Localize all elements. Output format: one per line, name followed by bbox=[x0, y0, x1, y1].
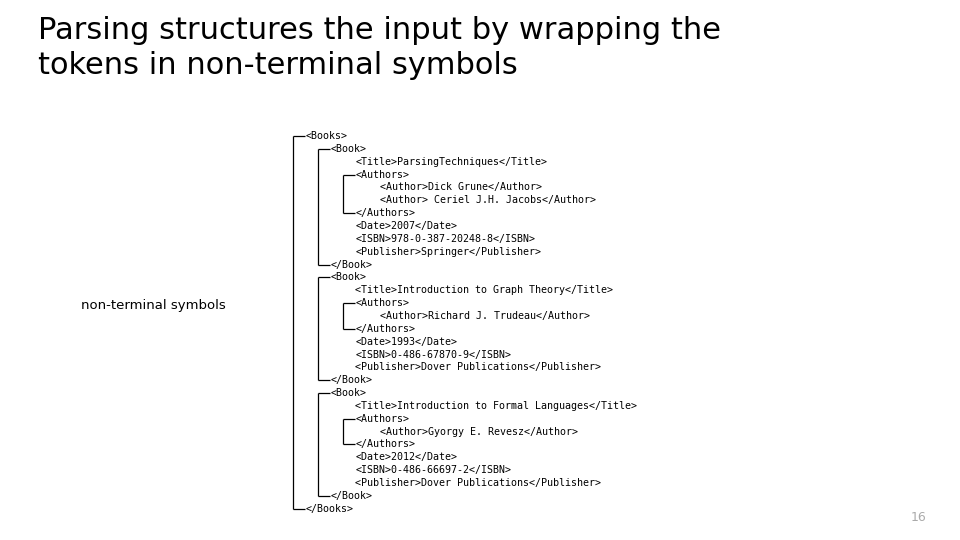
Text: Parsing structures the input by wrapping the
tokens in non-terminal symbols: Parsing structures the input by wrapping… bbox=[38, 16, 721, 80]
Text: <Date>2012</Date>: <Date>2012</Date> bbox=[355, 453, 457, 462]
Text: <Book>: <Book> bbox=[330, 388, 367, 398]
Text: </Book>: </Book> bbox=[330, 491, 372, 501]
Text: <Authors>: <Authors> bbox=[355, 414, 409, 424]
Text: <ISBN>0-486-66697-2</ISBN>: <ISBN>0-486-66697-2</ISBN> bbox=[355, 465, 511, 475]
Text: </Authors>: </Authors> bbox=[355, 208, 415, 218]
Text: </Authors>: </Authors> bbox=[355, 324, 415, 334]
Text: <ISBN>0-486-67870-9</ISBN>: <ISBN>0-486-67870-9</ISBN> bbox=[355, 349, 511, 360]
Text: <Title>Introduction to Graph Theory</Title>: <Title>Introduction to Graph Theory</Tit… bbox=[355, 285, 613, 295]
Text: <Books>: <Books> bbox=[305, 131, 348, 141]
Text: <Authors>: <Authors> bbox=[355, 170, 409, 180]
Text: <Author> Ceriel J.H. Jacobs</Author>: <Author> Ceriel J.H. Jacobs</Author> bbox=[380, 195, 596, 205]
Text: <ISBN>978-0-387-20248-8</ISBN>: <ISBN>978-0-387-20248-8</ISBN> bbox=[355, 234, 536, 244]
Text: <Publisher>Dover Publications</Publisher>: <Publisher>Dover Publications</Publisher… bbox=[355, 478, 601, 488]
Text: </Book>: </Book> bbox=[330, 375, 372, 385]
Text: <Publisher>Springer</Publisher>: <Publisher>Springer</Publisher> bbox=[355, 247, 541, 256]
Text: <Title>Introduction to Formal Languages</Title>: <Title>Introduction to Formal Languages<… bbox=[355, 401, 637, 411]
Text: <Date>1993</Date>: <Date>1993</Date> bbox=[355, 336, 457, 347]
Text: </Book>: </Book> bbox=[330, 260, 372, 269]
Text: <Author>Richard J. Trudeau</Author>: <Author>Richard J. Trudeau</Author> bbox=[380, 311, 590, 321]
Text: <Author>Dick Grune</Author>: <Author>Dick Grune</Author> bbox=[380, 183, 542, 192]
Text: <Book>: <Book> bbox=[330, 272, 367, 282]
Text: <Author>Gyorgy E. Revesz</Author>: <Author>Gyorgy E. Revesz</Author> bbox=[380, 427, 578, 437]
Text: <Authors>: <Authors> bbox=[355, 298, 409, 308]
Text: <Book>: <Book> bbox=[330, 144, 367, 154]
Text: non-terminal symbols: non-terminal symbols bbox=[82, 299, 226, 312]
Text: <Title>ParsingTechniques</Title>: <Title>ParsingTechniques</Title> bbox=[355, 157, 547, 167]
Text: <Date>2007</Date>: <Date>2007</Date> bbox=[355, 221, 457, 231]
Text: </Authors>: </Authors> bbox=[355, 440, 415, 449]
Text: 16: 16 bbox=[911, 511, 926, 524]
Text: </Books>: </Books> bbox=[305, 504, 353, 514]
Text: <Publisher>Dover Publications</Publisher>: <Publisher>Dover Publications</Publisher… bbox=[355, 362, 601, 373]
